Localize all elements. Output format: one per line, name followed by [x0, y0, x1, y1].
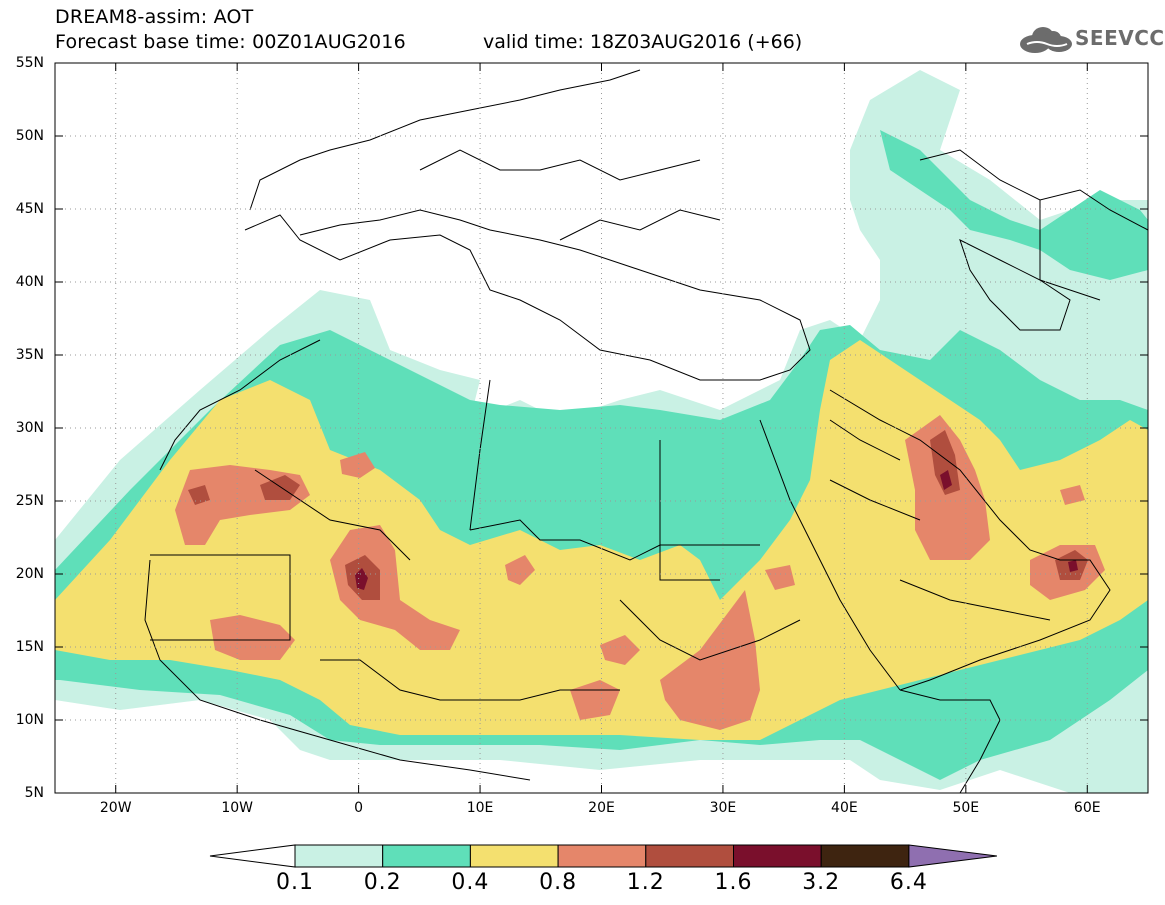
- axis-ticks: [55, 62, 1148, 794]
- border: [559, 209, 721, 241]
- border: [829, 419, 901, 461]
- border: [1039, 200, 1101, 301]
- coastline: [899, 689, 1001, 793]
- cloud-icon: [1020, 27, 1072, 53]
- colorbar-label: 0.2: [363, 870, 402, 895]
- aot-band-0.8: [1060, 485, 1085, 505]
- border: [469, 379, 491, 531]
- lat-label: 45N: [15, 201, 44, 217]
- border: [539, 159, 701, 181]
- lon-label: 0: [354, 800, 364, 816]
- lat-label: 55N: [15, 55, 44, 71]
- aot-band-0.8: [660, 590, 760, 730]
- lat-label: 20N: [15, 566, 44, 582]
- colorbar-label: 3.2: [802, 870, 841, 895]
- colorbar-label: 1.2: [626, 870, 665, 895]
- valid-time: valid time: 18Z03AUG2016 (+66): [483, 31, 803, 53]
- aot-band-0.8: [600, 635, 640, 665]
- lat-label: 40N: [15, 274, 44, 290]
- gridlines: [55, 63, 1148, 793]
- aot-band-0.8: [340, 452, 375, 478]
- lon-label: 30E: [709, 800, 737, 816]
- colorbar-under-arrow: [209, 844, 296, 868]
- colorbar-segment: [557, 844, 647, 868]
- coastline: [159, 339, 321, 471]
- aot-band-1.2: [930, 430, 960, 495]
- colorbar-segment: [382, 844, 471, 868]
- aot-band-0.8: [210, 615, 295, 660]
- lon-label: 40E: [831, 800, 858, 816]
- coastline: [959, 239, 1071, 331]
- colorbar-segment: [733, 844, 822, 868]
- colorbar-over-arrow: [908, 844, 997, 868]
- border: [419, 149, 540, 171]
- colorbar-label: 0.1: [276, 870, 314, 895]
- colorbar-segment: [294, 844, 384, 868]
- colorbar-label: 0.4: [451, 870, 490, 895]
- lat-label: 10N: [15, 712, 44, 728]
- logo-text: SEEVCCC: [1075, 26, 1165, 50]
- border: [469, 519, 760, 561]
- border: [659, 440, 720, 581]
- colorbar-label: 0.8: [539, 870, 578, 895]
- border: [150, 554, 291, 641]
- border: [829, 479, 921, 521]
- border: [899, 579, 1051, 621]
- lat-label: 50N: [15, 128, 44, 144]
- colorbar-label: 1.6: [714, 870, 753, 895]
- lat-label: 5N: [24, 785, 44, 801]
- map-title: DREAM8-assim: AOT: [55, 6, 254, 28]
- aot-band-0.2-north: [880, 130, 1148, 280]
- aot-band-1.2: [188, 485, 210, 505]
- colorbar-segment: [645, 844, 734, 868]
- aot-contours: [55, 69, 1148, 793]
- lon-label: 50E: [952, 800, 980, 816]
- forecast-base-time: Forecast base time: 00Z01AUG2016: [55, 31, 406, 53]
- border: [320, 659, 620, 701]
- lon-label: 10W: [221, 800, 253, 816]
- aot-band-0.8: [765, 565, 795, 590]
- lat-label: 25N: [15, 493, 44, 509]
- lon-label: 20E: [588, 800, 615, 816]
- seevccc-logo: [1020, 27, 1072, 53]
- coastline: [829, 389, 1111, 691]
- aot-band-0.4: [55, 340, 1148, 740]
- border: [619, 599, 801, 661]
- aot-band-1.6: [1068, 560, 1078, 572]
- colorbar-label: 6.4: [889, 870, 928, 895]
- colorbar-segment: [820, 844, 910, 868]
- colorbar-segment: [469, 844, 559, 868]
- colorbar: [209, 844, 997, 868]
- lat-label: 30N: [15, 420, 44, 436]
- coastline: [244, 209, 811, 381]
- border: [254, 469, 411, 561]
- aot-band-0.8: [505, 555, 535, 585]
- lon-label: 10E: [466, 800, 494, 816]
- lon-label: 20W: [99, 800, 132, 816]
- coastline: [759, 419, 901, 691]
- aot-band-1.6: [940, 470, 952, 490]
- coastline: [249, 69, 641, 211]
- lat-label: 15N: [15, 639, 44, 655]
- lat-label: 35N: [15, 347, 44, 363]
- lon-label: 60E: [1073, 800, 1101, 816]
